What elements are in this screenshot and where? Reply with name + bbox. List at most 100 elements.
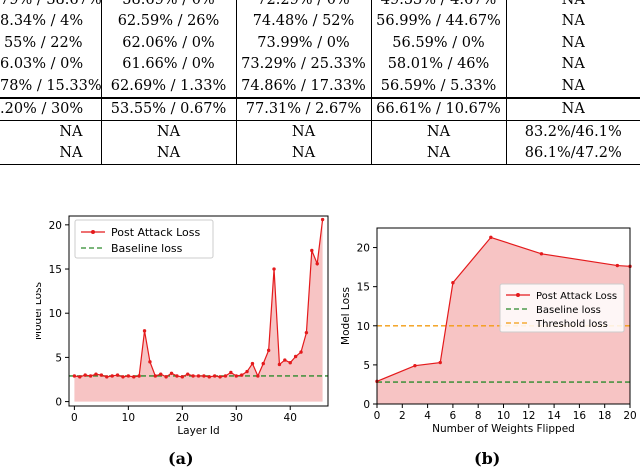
- data-point: [121, 375, 125, 379]
- table-cell: 66.61% / 10.67%: [371, 96, 507, 121]
- data-point: [202, 374, 206, 378]
- legend-label: Post Attack Loss: [111, 226, 201, 239]
- table-cell: 62.06% / 0%: [101, 32, 237, 54]
- table-cell: 61.66% / 0%: [101, 53, 237, 75]
- table-cell: 56.59% / 5.33%: [371, 75, 507, 98]
- table-cell: 86.1%/47.2%: [506, 142, 640, 165]
- x-tick-label: 6: [450, 410, 457, 422]
- y-tick-label: 10: [49, 308, 62, 320]
- legend-box: [74, 219, 214, 259]
- y-axis-label: Model Loss: [36, 282, 44, 340]
- data-point: [283, 358, 287, 362]
- y-tick-label: 0: [55, 397, 62, 409]
- table-cell: NA: [506, 96, 640, 121]
- data-point: [489, 235, 493, 240]
- data-point: [207, 375, 211, 379]
- data-point: [288, 360, 292, 365]
- x-tick-label: 20: [623, 410, 636, 422]
- x-tick-label: 2: [399, 410, 406, 422]
- caption-b: (b): [474, 449, 501, 468]
- data-point: [83, 373, 87, 377]
- table-row: 55% / 22% 62.06% / 0% 73.99% / 0% 56.59% / …: [0, 32, 640, 54]
- table-cell: NA: [561, 77, 585, 94]
- data-point: [175, 374, 179, 378]
- data-point: [229, 370, 233, 375]
- data-point: [148, 360, 152, 364]
- data-point: [169, 371, 174, 376]
- x-tick-label: 18: [598, 410, 611, 422]
- table-cell: 49.53% / 4.67%: [371, 0, 507, 11]
- data-point: [72, 374, 77, 378]
- data-point: [110, 374, 114, 378]
- table-cell: 58.69% / 0%: [101, 0, 237, 11]
- x-axis-label: Layer Id: [177, 425, 219, 437]
- data-point: [234, 374, 238, 378]
- x-tick-label: 12: [522, 410, 535, 422]
- table-cell: 73.29% / 25.33%: [236, 53, 372, 75]
- table-row: .20% / 30% 53.55% / 0.67% 77.31% / 2.67% 66…: [0, 96, 640, 121]
- x-tick-label: 40: [284, 412, 297, 424]
- table-cell: 58.01% / 46%: [371, 53, 507, 75]
- table-cell: 56.99% / 44.67%: [371, 10, 507, 32]
- data-point: [78, 375, 82, 379]
- data-point: [245, 369, 249, 374]
- data-point: [196, 374, 201, 378]
- table-cell: NA: [561, 56, 585, 73]
- x-tick-label: 0: [71, 412, 78, 424]
- data-point: [115, 373, 120, 377]
- data-point: [180, 375, 185, 379]
- table-cell: 55% / 22%: [0, 32, 102, 54]
- table-cell: NA: [371, 142, 507, 165]
- y-axis-label: Model Loss: [340, 287, 352, 345]
- data-point: [304, 330, 309, 335]
- x-tick-label: 8: [475, 410, 482, 422]
- data-point: [239, 373, 244, 377]
- table-row: 6.03% / 0% 61.66% / 0% 73.29% / 25.33% 58.0…: [0, 53, 640, 75]
- data-point: [256, 374, 260, 378]
- data-point: [223, 374, 228, 378]
- y-tick-label: 20: [357, 243, 370, 255]
- data-point: [266, 348, 271, 353]
- attack-loss-line: [376, 236, 631, 382]
- data-point: [451, 281, 455, 285]
- x-axis-label: Number of Weights Flipped: [432, 423, 575, 435]
- x-tick-label: 30: [230, 412, 243, 424]
- data-point: [164, 375, 168, 379]
- x-tick-label: 4: [424, 410, 431, 422]
- data-point: [299, 350, 303, 354]
- table-row: 79% / 38.67%58.69% / 0%72.29% / 0%49.53%…: [0, 0, 640, 11]
- data-point: [94, 372, 98, 376]
- legend-marker: [516, 293, 520, 297]
- data-point: [191, 374, 195, 378]
- table-cell: NA: [0, 142, 102, 165]
- y-tick-label: 5: [55, 352, 62, 364]
- x-tick-label: 10: [497, 410, 510, 422]
- data-point: [261, 361, 265, 366]
- attack-loss-area: [74, 219, 323, 402]
- data-point: [272, 267, 276, 271]
- table-row: 8.34% / 4% 62.59% / 26% 74.48% / 52% 56.99%…: [0, 10, 640, 32]
- y-tick-label: 0: [363, 399, 370, 411]
- x-tick-label: 14: [547, 410, 561, 422]
- table-cell: 62.69% / 1.33%: [101, 75, 237, 98]
- y-tick-label: 5: [363, 360, 370, 372]
- legend-label: Threshold loss: [535, 319, 608, 330]
- data-point: [293, 354, 298, 359]
- data-point: [310, 248, 314, 253]
- caption-a: (a): [168, 449, 194, 468]
- data-point: [132, 375, 136, 379]
- table-row: 78% / 15.33% 62.69% / 1.33% 74.86% / 17.33…: [0, 75, 640, 98]
- data-point: [88, 374, 93, 378]
- data-point: [99, 373, 104, 377]
- x-tick-label: 16: [573, 410, 587, 422]
- table-cell: NA: [236, 142, 372, 165]
- table-cell: 62.59% / 26%: [101, 10, 237, 32]
- data-point: [186, 372, 190, 376]
- table-cell: NA: [0, 120, 102, 143]
- y-tick-label: 20: [49, 220, 62, 232]
- table-cell: 74.86% / 17.33%: [236, 75, 372, 98]
- table-cell: 73.99% / 0%: [236, 32, 372, 54]
- table-row: NA NA NA NA 86.1%/47.2%: [0, 142, 640, 165]
- legend-label: Post Attack Loss: [536, 291, 617, 302]
- x-tick-label: 20: [176, 412, 189, 424]
